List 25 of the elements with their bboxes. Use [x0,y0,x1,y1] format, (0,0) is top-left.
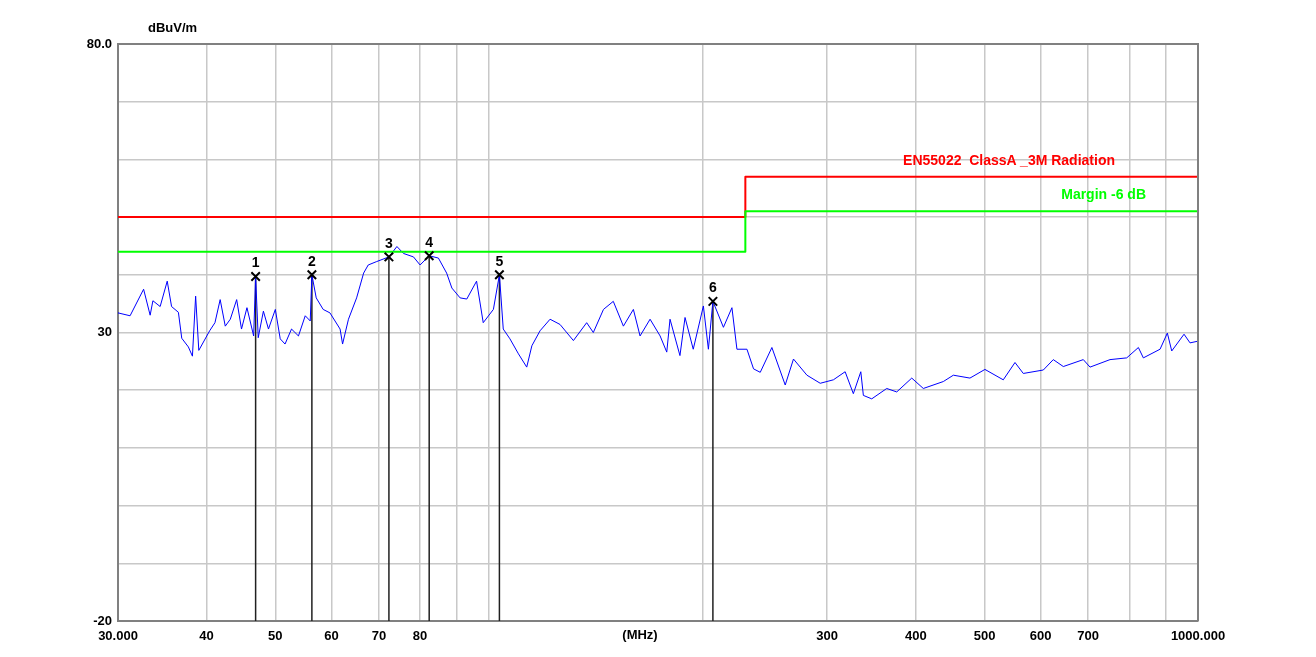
x-tick-label: 600 [1029,628,1052,644]
x-tick-label: 30.000 [98,628,138,644]
x-tick-label: 60 [324,628,339,644]
y-tick-label: -20 [93,612,112,628]
x-tick-label: 80 [412,628,428,644]
annotation: 1 [251,254,260,271]
x-tick-label: 70 [371,628,387,644]
series-label: EN55022 ClassA _3M Radiation [903,151,1115,168]
x-tick-label: 1000.000 [1170,628,1226,644]
annotation: 3 [385,234,394,251]
x-tick-label: 700 [1077,628,1099,644]
x-tick-label: 500 [973,628,996,644]
x-axis-title: (MHz) [622,627,658,643]
series-label: Margin -6 dB [1061,186,1146,203]
annotation: 4 [425,233,434,250]
y-axis-title: dBuV/m [148,19,198,35]
y-tick-label: 80.0 [86,35,112,51]
annotation: 2 [307,252,316,269]
y-tick-label: 30 [97,324,112,340]
x-tick-label: 40 [199,628,214,644]
x-tick-label: 50 [268,628,283,644]
annotation: 6 [709,279,717,296]
annotation: 5 [495,252,504,269]
x-tick-label: 400 [904,628,927,644]
x-tick-label: 300 [816,628,839,644]
